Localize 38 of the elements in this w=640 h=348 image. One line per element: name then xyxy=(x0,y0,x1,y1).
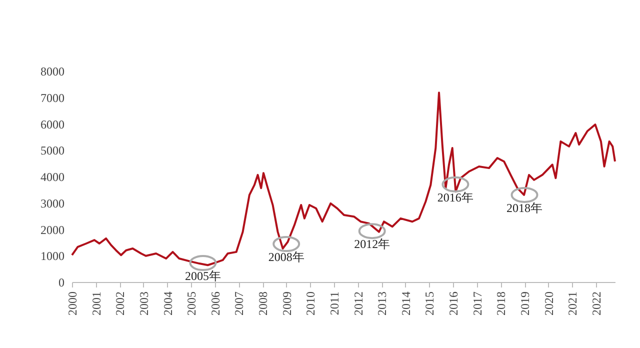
x-tick-label: 2005 xyxy=(184,292,199,316)
x-tick-label: 2020 xyxy=(542,292,556,316)
x-tick-label: 2010 xyxy=(304,292,318,316)
line-series xyxy=(71,92,616,266)
x-tick-label: 2006 xyxy=(208,292,222,316)
x-tick-label: 2012 xyxy=(351,292,366,316)
annotation: 2018年 xyxy=(506,200,542,215)
y-tick-label: 2000 xyxy=(40,222,64,237)
x-tick-label: 2001 xyxy=(89,292,104,316)
x-tick-label: 2003 xyxy=(136,292,151,316)
x-tick-label: 2008 xyxy=(256,292,270,316)
x-tick-label: 2009 xyxy=(280,292,294,316)
x-tick-label: 2013 xyxy=(375,292,390,316)
x-tick-label: 2018 xyxy=(494,292,508,316)
x-tick-label: 2002 xyxy=(113,292,128,316)
y-tick-label: 5000 xyxy=(40,144,64,158)
x-tick-label: 2015 xyxy=(422,292,437,316)
x-tick-label: 2016 xyxy=(446,292,461,316)
annotation: 2016年 xyxy=(437,190,474,204)
x-tick-label: 2017 xyxy=(470,292,484,316)
annotation: 2008年 xyxy=(268,250,304,264)
y-tick-label: 4000 xyxy=(40,170,64,184)
x-tick-label: 2000 xyxy=(66,292,80,316)
x-tick-label: 2004 xyxy=(160,292,175,316)
y-tick-label: 7000 xyxy=(40,90,64,105)
x-tick-label: 2014 xyxy=(398,292,413,316)
x-tick-label: 2022 xyxy=(589,292,604,316)
x-tick-label: 2021 xyxy=(566,292,580,316)
annotation: 2005年 xyxy=(184,269,221,284)
x-tick-label: 2011 xyxy=(327,292,342,316)
annotation: 2012年 xyxy=(354,237,390,252)
x-tick-label: 2019 xyxy=(518,292,532,316)
x-tick-label: 2007 xyxy=(232,292,246,316)
y-tick-label: 3000 xyxy=(40,196,64,210)
y-tick-label: 6000 xyxy=(40,117,64,132)
y-tick-label: 0 xyxy=(58,276,64,290)
y-tick-label: 8000 xyxy=(40,64,64,78)
y-tick-label: 1000 xyxy=(40,249,64,264)
